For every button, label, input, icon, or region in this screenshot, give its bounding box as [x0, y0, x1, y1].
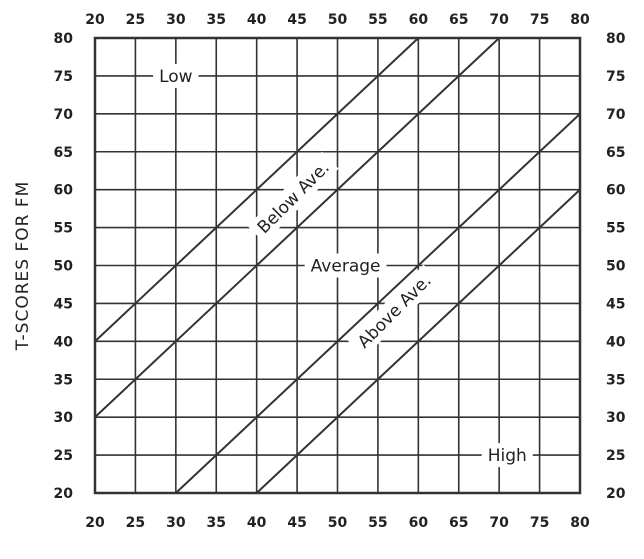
y-tick-label-right: 35 — [606, 372, 625, 388]
region-label-background — [481, 443, 533, 468]
x-tick-label-bottom: 45 — [287, 515, 306, 531]
x-tick-label-bottom: 30 — [166, 515, 186, 531]
region-label: Above Ave. — [354, 271, 436, 353]
x-tick-label-top: 65 — [449, 12, 468, 28]
y-tick-label-left: 75 — [54, 69, 73, 85]
x-tick-label-bottom: 25 — [126, 515, 145, 531]
y-tick-label-right: 30 — [606, 410, 626, 426]
region-label-group: Low — [153, 63, 199, 88]
y-tick-label-right: 25 — [606, 448, 625, 464]
y-tick-label-right: 40 — [606, 334, 626, 350]
x-tick-label-top: 25 — [126, 12, 145, 28]
y-tick-label-left: 25 — [54, 448, 73, 464]
x-tick-label-top: 45 — [287, 12, 306, 28]
region-label-group: Average — [304, 253, 387, 278]
y-tick-label-right: 60 — [606, 183, 626, 199]
region-label: High — [488, 446, 527, 466]
x-tick-label-bottom: 40 — [247, 515, 267, 531]
x-tick-label-top: 35 — [207, 12, 226, 28]
x-tick-label-bottom: 70 — [489, 515, 509, 531]
x-tick-label-bottom: 20 — [85, 515, 105, 531]
y-axis-label: T-SCORES FOR FM — [13, 181, 33, 352]
series-line — [175, 113, 581, 494]
y-tick-label-left: 55 — [54, 221, 73, 237]
y-tick-label-left: 20 — [54, 486, 74, 502]
x-tick-label-top: 20 — [85, 12, 105, 28]
x-tick-label-top: 30 — [166, 12, 186, 28]
x-tick-label-bottom: 35 — [207, 515, 226, 531]
x-tick-label-bottom: 55 — [368, 515, 387, 531]
y-tick-label-left: 80 — [54, 31, 74, 47]
y-tick-label-left: 40 — [54, 334, 74, 350]
x-tick-label-bottom: 50 — [328, 515, 348, 531]
x-tick-label-bottom: 75 — [530, 515, 549, 531]
x-tick-label-top: 50 — [328, 12, 348, 28]
region-label: Below Ave. — [254, 158, 334, 238]
region-label: Average — [311, 257, 381, 277]
y-tick-label-left: 30 — [54, 410, 74, 426]
region-label-background — [247, 151, 339, 243]
x-tick-label-bottom: 60 — [409, 515, 429, 531]
region-label-background — [153, 63, 199, 88]
x-tick-label-top: 70 — [489, 12, 509, 28]
y-tick-label-left: 60 — [54, 183, 74, 199]
tick-labels: 20 20 25 25 30 30 35 35 40 40 45 45 50 50 55 55 60 60 65 65… — [54, 12, 626, 531]
y-tick-label-right: 75 — [606, 69, 625, 85]
plot-frame — [93, 36, 582, 495]
series-line — [94, 37, 420, 343]
y-tick-label-left: 35 — [54, 372, 73, 388]
y-tick-label-left: 65 — [54, 145, 73, 161]
y-tick-label-right: 50 — [606, 259, 626, 275]
region-label-background — [304, 253, 387, 278]
x-tick-label-bottom: 80 — [570, 515, 590, 531]
y-tick-label-right: 80 — [606, 31, 626, 47]
y-tick-label-right: 55 — [606, 221, 625, 237]
y-tick-label-right: 45 — [606, 296, 625, 312]
region-label: Low — [159, 67, 193, 87]
y-tick-label-right: 65 — [606, 145, 625, 161]
y-tick-label-right: 20 — [606, 486, 626, 502]
region-label-group: Below Ave. — [247, 151, 339, 243]
x-tick-label-top: 40 — [247, 12, 267, 28]
series-line — [94, 37, 500, 418]
y-tick-label-right: 70 — [606, 107, 626, 123]
x-tick-label-top: 60 — [409, 12, 429, 28]
y-tick-label-left: 70 — [54, 107, 74, 123]
x-tick-label-top: 75 — [530, 12, 549, 28]
region-label-group: High — [481, 443, 533, 468]
series-line — [255, 188, 581, 494]
region-label-group: Above Ave. — [347, 264, 441, 358]
y-tick-label-left: 50 — [54, 259, 74, 275]
diagonal-lines — [94, 37, 581, 494]
x-tick-label-top: 55 — [368, 12, 387, 28]
region-label-background — [347, 264, 441, 358]
x-tick-label-bottom: 65 — [449, 515, 468, 531]
y-tick-label-left: 45 — [54, 296, 73, 312]
x-tick-label-top: 80 — [570, 12, 590, 28]
